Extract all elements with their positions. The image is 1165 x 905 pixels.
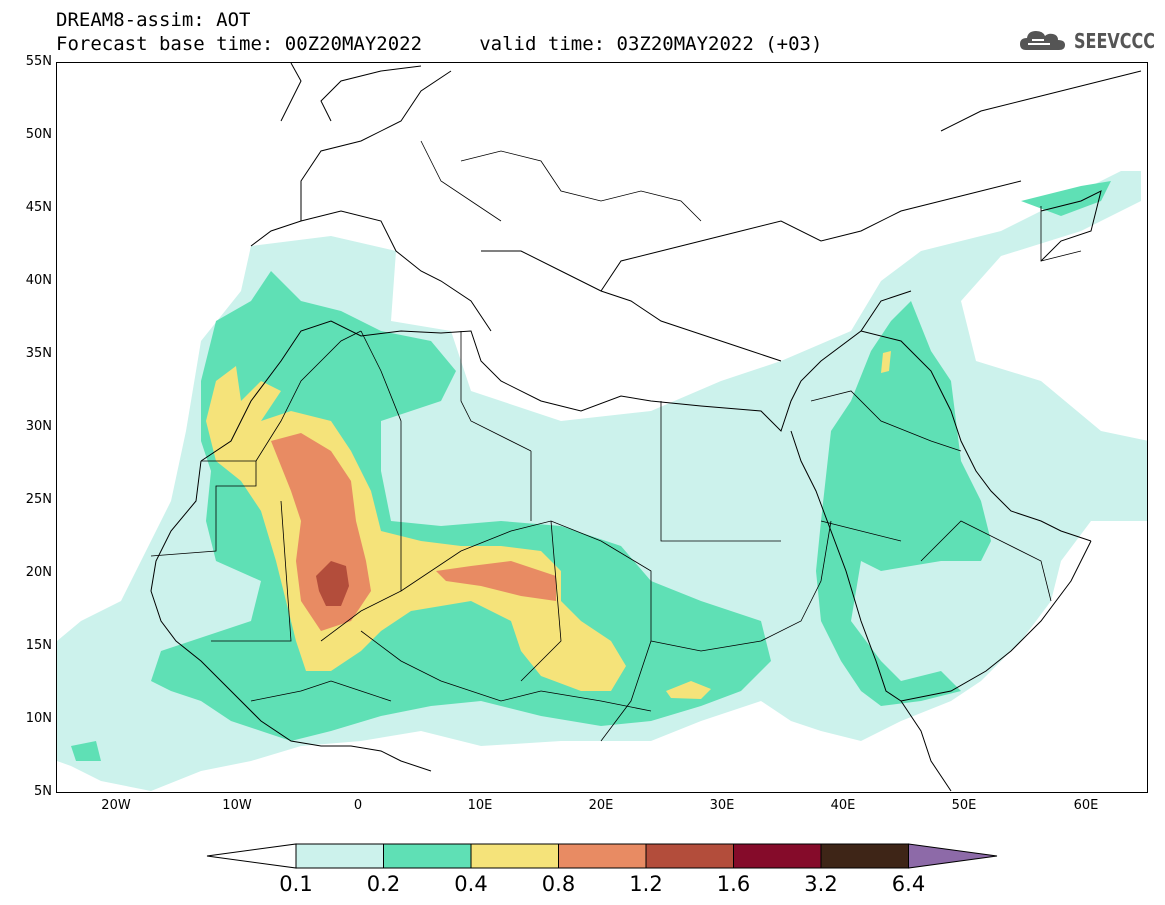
map-title: DREAM8-assim: AOT (56, 9, 251, 31)
colorbar-label-1.6: 1.6 (716, 872, 751, 896)
colorbar-bin-1.2 (645, 843, 734, 869)
lat-label-20n: 20N (25, 565, 52, 580)
lon-label-30e: 30E (709, 798, 735, 813)
colorbar-label-0.8: 0.8 (541, 872, 576, 896)
lat-label-55n: 55N (25, 54, 52, 69)
colorbar-over-triangle (908, 843, 998, 869)
aot-map (57, 63, 1147, 792)
lat-label-15n: 15N (25, 638, 52, 653)
lon-label-60e: 60E (1073, 798, 1099, 813)
colorbar-under-triangle (206, 843, 297, 869)
country-borders (150, 140, 1082, 742)
colorbar-label-0.2: 0.2 (366, 872, 401, 896)
colorbar-bin-3.2 (820, 843, 909, 869)
map-frame (56, 62, 1148, 793)
lat-label-25n: 25N (25, 492, 52, 507)
lat-label-40n: 40N (25, 273, 52, 288)
forecast-times: Forecast base time: 00Z20MAY2022 valid t… (56, 33, 823, 55)
colorbar-label-6.4: 6.4 (891, 872, 926, 896)
lon-label-50e: 50E (951, 798, 977, 813)
lat-label-35n: 35N (25, 346, 52, 361)
lon-label-40e: 40E (830, 798, 856, 813)
lat-label-45n: 45N (25, 200, 52, 215)
colorbar-bin-1.6 (733, 843, 822, 869)
colorbar-label-0.1: 0.1 (279, 872, 313, 896)
aot-contour-1.2 (316, 561, 349, 606)
colorbar-label-1.2: 1.2 (629, 872, 663, 896)
logo: SEEVCCC (1018, 28, 1165, 54)
lon-label-10e: 10E (467, 798, 493, 813)
lat-label-10n: 10N (25, 711, 52, 726)
lat-label-50n: 50N (25, 127, 52, 142)
lon-label-20w: 20W (101, 798, 131, 813)
colorbar-bin-0.2 (383, 843, 472, 869)
cloud-icon (1020, 31, 1065, 50)
colorbar-bin-0.4 (470, 843, 559, 869)
colorbar-label-3.2: 3.2 (804, 872, 838, 896)
colorbar-bin-0.8 (558, 843, 647, 869)
colorbar-bin-0.1 (295, 843, 384, 869)
colorbar-label-0.4: 0.4 (454, 872, 488, 896)
coastlines (150, 63, 1142, 792)
lon-label-10w: 10W (222, 798, 252, 813)
lon-label-20e: 20E (588, 798, 614, 813)
lon-label-0: 0 (353, 798, 363, 813)
lat-label-5n: 5N (34, 784, 52, 799)
logo-text: SEEVCCC (1074, 29, 1155, 53)
lat-label-30n: 30N (25, 419, 52, 434)
